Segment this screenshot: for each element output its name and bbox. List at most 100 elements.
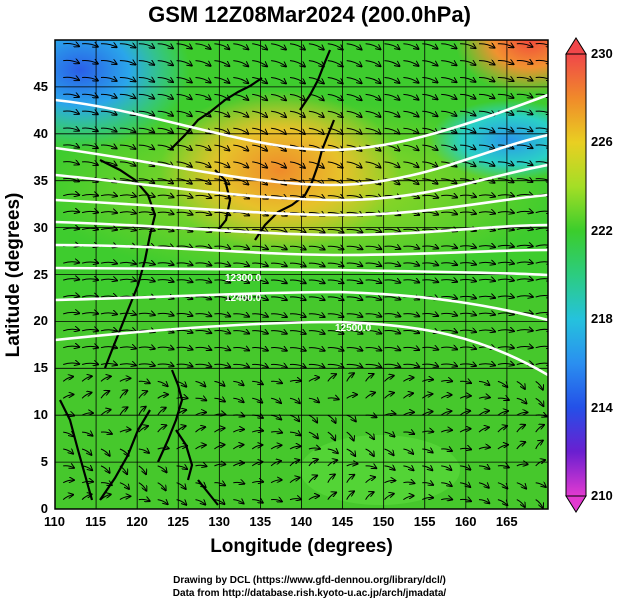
streamline-arrow — [270, 461, 281, 467]
streamline-arrow — [403, 412, 414, 416]
streamline-arrow — [422, 364, 438, 366]
streamline-arrow — [214, 331, 230, 334]
streamline-arrow — [63, 363, 79, 364]
streamline-arrow — [308, 476, 317, 483]
streamline-arrow — [214, 428, 224, 433]
streamline-arrow — [478, 195, 495, 197]
streamline-arrow — [346, 43, 362, 50]
x-tick-label: 140 — [290, 514, 313, 529]
streamline-arrow — [176, 60, 192, 66]
streamline-arrow — [421, 394, 432, 399]
streamline-arrow — [195, 212, 212, 215]
streamline-arrow — [138, 145, 154, 149]
streamline-arrow — [289, 297, 306, 300]
streamline-arrow — [119, 407, 128, 416]
streamline-arrow — [214, 464, 225, 466]
streamline-arrow — [252, 348, 268, 351]
y-tick-label: 25 — [33, 266, 48, 282]
streamline-arrow — [214, 178, 229, 185]
colorbar-tick-label: 214 — [591, 399, 613, 415]
streamline-arrow — [63, 77, 79, 80]
streamline-arrow — [63, 94, 79, 97]
streamline-arrow — [138, 391, 147, 399]
streamline-arrow — [63, 279, 79, 281]
streamline-arrow — [478, 427, 489, 433]
streamline-arrow — [365, 127, 381, 134]
streamline-arrow — [327, 331, 344, 334]
streamline-arrow — [497, 313, 514, 314]
streamline-arrow — [81, 413, 93, 415]
contour-label: 12300.0 — [225, 273, 262, 284]
streamline-arrow — [346, 263, 363, 266]
streamline-arrow — [459, 364, 476, 366]
streamline-arrow — [535, 460, 545, 467]
streamline-arrow — [384, 314, 401, 317]
streamline-arrow — [271, 381, 282, 383]
streamline-arrow — [82, 162, 98, 165]
streamline-arrow — [271, 364, 287, 367]
streamline-arrow — [252, 500, 263, 503]
streamline-arrow — [403, 178, 418, 184]
streamline-arrow — [384, 331, 401, 334]
streamline-arrow — [176, 195, 193, 197]
streamline-arrow — [365, 161, 381, 168]
streamline-arrow — [516, 162, 533, 165]
streamline-arrow — [100, 391, 109, 399]
streamline-arrow — [346, 229, 363, 232]
streamline-arrow — [119, 94, 135, 98]
streamline-arrow — [157, 465, 167, 472]
streamline-arrow — [195, 161, 211, 167]
streamline-arrow — [157, 229, 174, 231]
streamline-arrow — [535, 441, 543, 450]
streamline-arrow — [82, 128, 98, 131]
streamline-arrow — [478, 313, 495, 315]
y-tick-label: 40 — [33, 125, 48, 141]
streamline-arrow — [516, 380, 525, 389]
x-tick-label: 165 — [495, 514, 518, 529]
streamline-arrow — [384, 376, 394, 382]
streamline-arrow — [138, 482, 147, 491]
streamline-arrow — [100, 262, 117, 263]
streamline-arrow — [63, 346, 79, 348]
streamline-arrow — [271, 110, 286, 117]
x-tick-label: 130 — [208, 514, 231, 529]
streamline-arrow — [384, 93, 400, 100]
streamline-arrow — [271, 229, 287, 232]
streamline-arrow — [403, 110, 418, 116]
streamline-arrow — [233, 212, 249, 215]
streamline-arrow — [157, 78, 173, 83]
streamline-arrow — [478, 61, 495, 65]
streamline-arrow — [384, 448, 394, 455]
streamline-arrow — [100, 363, 117, 364]
x-tick-label: 160 — [454, 514, 477, 529]
streamline-arrow — [138, 465, 146, 474]
streamline-arrow — [214, 110, 229, 116]
streamline-arrow — [516, 425, 525, 433]
streamline-arrow — [497, 44, 514, 48]
streamline-arrow — [535, 262, 548, 263]
streamline-arrow — [271, 398, 281, 403]
streamline-arrow — [214, 500, 224, 505]
streamline-arrow — [422, 93, 437, 99]
streamline-arrow — [252, 43, 267, 50]
streamline-arrow — [289, 414, 299, 421]
streamline-arrow — [516, 347, 533, 348]
streamline-arrow — [535, 228, 548, 229]
streamline-arrow — [157, 425, 167, 433]
streamline-arrow — [289, 331, 306, 334]
streamline-arrow — [327, 60, 343, 67]
chart-title: GSM 12Z08Mar2024 (200.0hPa) — [148, 2, 471, 27]
streamline-arrow — [365, 263, 382, 266]
streamline-arrow — [497, 61, 514, 65]
y-axis-label: Latitude (degrees) — [3, 192, 24, 358]
y-tick-label: 45 — [33, 78, 48, 94]
streamline-arrow — [233, 280, 249, 283]
credit-drawing: Drawing by DCL (https://www.gfd-dennou.o… — [173, 575, 446, 586]
streamline-arrow — [271, 415, 281, 419]
streamline-arrow — [346, 491, 354, 500]
streamline-arrow — [81, 448, 91, 455]
streamline-arrow — [459, 313, 476, 315]
streamline-arrow — [100, 44, 117, 48]
streamline-arrow — [497, 262, 514, 263]
